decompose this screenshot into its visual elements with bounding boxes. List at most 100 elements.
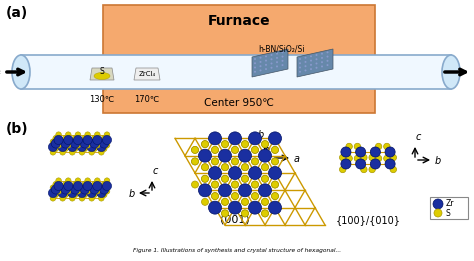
Circle shape bbox=[254, 58, 256, 60]
Circle shape bbox=[252, 181, 258, 188]
Circle shape bbox=[63, 181, 68, 187]
Circle shape bbox=[341, 159, 351, 169]
Circle shape bbox=[268, 132, 282, 145]
Circle shape bbox=[201, 175, 209, 182]
Circle shape bbox=[254, 71, 256, 73]
Circle shape bbox=[80, 185, 90, 194]
Circle shape bbox=[238, 184, 252, 197]
Polygon shape bbox=[252, 49, 288, 77]
Circle shape bbox=[73, 135, 82, 145]
Circle shape bbox=[316, 67, 318, 69]
Circle shape bbox=[100, 139, 109, 148]
Circle shape bbox=[73, 135, 78, 141]
Circle shape bbox=[65, 178, 71, 183]
Circle shape bbox=[75, 178, 81, 183]
Circle shape bbox=[259, 61, 262, 63]
Circle shape bbox=[321, 57, 323, 59]
Circle shape bbox=[50, 195, 56, 201]
Circle shape bbox=[228, 201, 241, 214]
Circle shape bbox=[97, 188, 106, 198]
Circle shape bbox=[53, 181, 59, 187]
Circle shape bbox=[90, 139, 99, 148]
Circle shape bbox=[316, 54, 318, 56]
Circle shape bbox=[53, 146, 59, 152]
Circle shape bbox=[91, 192, 97, 198]
Circle shape bbox=[434, 209, 442, 217]
Circle shape bbox=[304, 65, 307, 67]
Circle shape bbox=[259, 69, 262, 72]
Circle shape bbox=[241, 210, 248, 217]
Circle shape bbox=[77, 143, 87, 152]
Circle shape bbox=[304, 61, 307, 63]
Circle shape bbox=[94, 178, 100, 183]
Circle shape bbox=[89, 195, 94, 201]
Circle shape bbox=[265, 64, 267, 66]
Circle shape bbox=[211, 193, 219, 200]
Circle shape bbox=[231, 181, 238, 188]
Circle shape bbox=[383, 155, 390, 162]
Circle shape bbox=[50, 185, 56, 191]
Circle shape bbox=[77, 188, 87, 198]
Circle shape bbox=[56, 143, 62, 148]
Circle shape bbox=[231, 158, 238, 165]
Circle shape bbox=[221, 210, 228, 217]
Circle shape bbox=[201, 164, 209, 171]
Circle shape bbox=[262, 141, 268, 148]
Circle shape bbox=[241, 198, 248, 205]
Circle shape bbox=[231, 146, 238, 153]
Circle shape bbox=[354, 155, 361, 162]
Circle shape bbox=[262, 210, 268, 217]
Circle shape bbox=[271, 62, 273, 64]
Circle shape bbox=[282, 56, 283, 58]
Circle shape bbox=[91, 146, 97, 152]
Circle shape bbox=[73, 181, 78, 187]
Circle shape bbox=[60, 150, 65, 155]
Circle shape bbox=[51, 185, 60, 194]
Circle shape bbox=[101, 135, 107, 141]
Circle shape bbox=[85, 188, 91, 194]
Circle shape bbox=[231, 181, 238, 188]
Circle shape bbox=[339, 154, 346, 161]
Circle shape bbox=[101, 192, 107, 198]
Circle shape bbox=[73, 181, 82, 191]
Circle shape bbox=[272, 158, 279, 165]
Circle shape bbox=[75, 188, 81, 194]
Circle shape bbox=[265, 60, 267, 62]
Polygon shape bbox=[297, 49, 333, 77]
Circle shape bbox=[321, 61, 323, 63]
Circle shape bbox=[221, 164, 228, 171]
Circle shape bbox=[304, 69, 307, 72]
Circle shape bbox=[211, 146, 219, 153]
Circle shape bbox=[248, 201, 262, 214]
Circle shape bbox=[276, 61, 278, 63]
Circle shape bbox=[191, 146, 199, 153]
Circle shape bbox=[94, 143, 100, 148]
Circle shape bbox=[272, 181, 279, 188]
Circle shape bbox=[48, 143, 57, 152]
Circle shape bbox=[310, 68, 312, 70]
Circle shape bbox=[65, 132, 71, 138]
Circle shape bbox=[104, 143, 110, 148]
Circle shape bbox=[221, 210, 228, 217]
Circle shape bbox=[370, 147, 381, 157]
Circle shape bbox=[262, 175, 268, 182]
Text: b: b bbox=[258, 130, 264, 140]
Circle shape bbox=[85, 178, 91, 183]
Circle shape bbox=[79, 150, 85, 155]
Circle shape bbox=[54, 135, 63, 145]
Ellipse shape bbox=[442, 55, 460, 89]
Circle shape bbox=[310, 64, 312, 66]
Circle shape bbox=[356, 147, 366, 157]
Circle shape bbox=[276, 53, 278, 55]
Circle shape bbox=[238, 149, 252, 162]
Circle shape bbox=[83, 135, 92, 145]
Bar bbox=[21, 55, 451, 89]
Text: b: b bbox=[129, 189, 135, 199]
Bar bbox=[430, 197, 468, 219]
Text: c: c bbox=[153, 166, 158, 176]
Circle shape bbox=[211, 158, 219, 165]
Circle shape bbox=[93, 181, 102, 191]
Circle shape bbox=[90, 185, 99, 194]
Circle shape bbox=[71, 185, 80, 194]
Circle shape bbox=[58, 143, 67, 152]
